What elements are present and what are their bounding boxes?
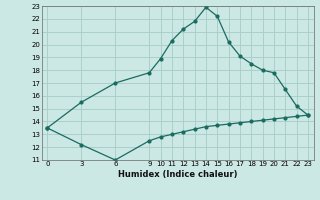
X-axis label: Humidex (Indice chaleur): Humidex (Indice chaleur) xyxy=(118,170,237,179)
